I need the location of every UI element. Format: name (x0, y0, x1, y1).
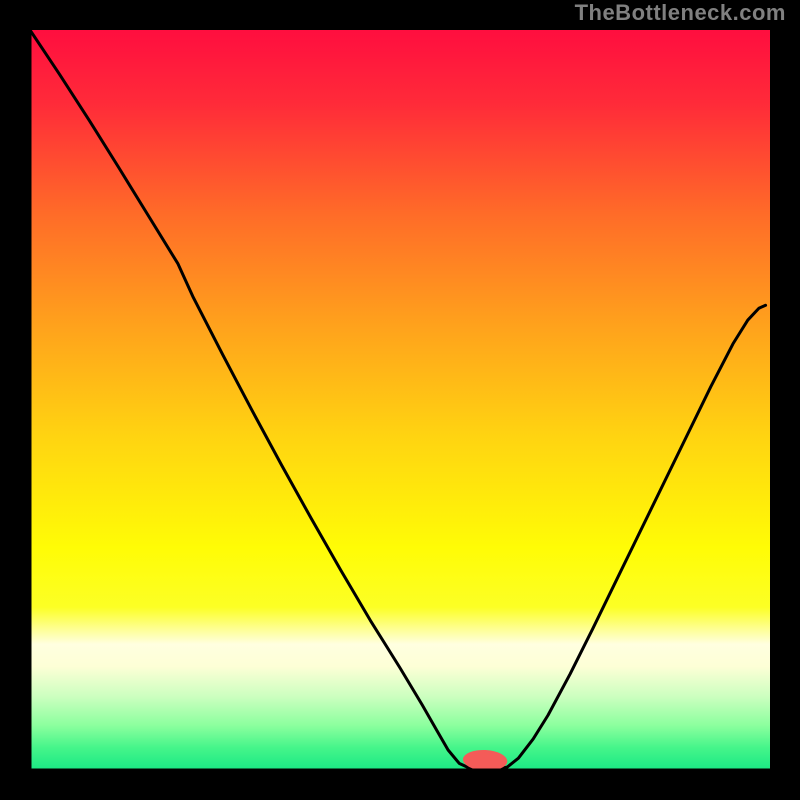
watermark-text: TheBottleneck.com (575, 0, 786, 26)
chart-svg (30, 30, 770, 770)
plot-area (30, 30, 770, 770)
chart-background (30, 30, 770, 770)
chart-container: { "watermark": "TheBottleneck.com", "cha… (0, 0, 800, 800)
